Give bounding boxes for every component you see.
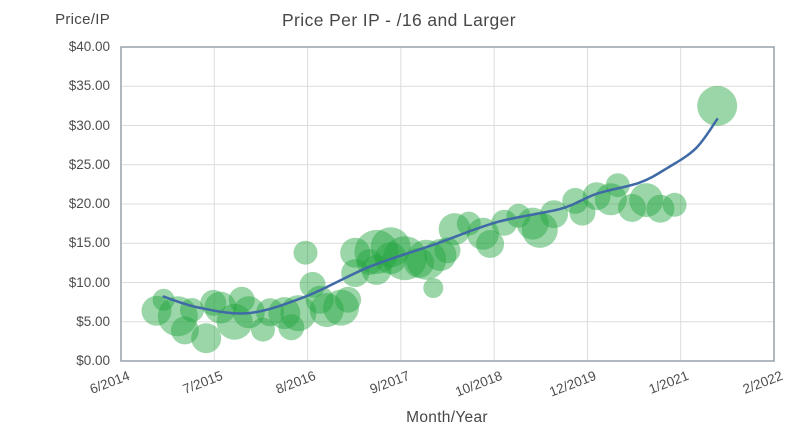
bubble: [582, 182, 611, 211]
bubble: [540, 200, 568, 229]
bubble: [491, 209, 518, 236]
x-axis-title: Month/Year: [406, 409, 488, 426]
bubble: [424, 239, 457, 271]
bubble: [141, 295, 172, 326]
bubble: [309, 293, 344, 327]
bubble: [170, 316, 199, 345]
y-tick-label: $10.00: [68, 274, 110, 290]
bubble: [629, 183, 664, 218]
bubble: [404, 247, 435, 278]
bubble: [152, 288, 175, 311]
bubble: [280, 295, 317, 332]
y-tick-label: $35.00: [68, 78, 110, 94]
bubble: [646, 194, 675, 223]
bubble: [268, 297, 301, 330]
bubble: [340, 237, 371, 268]
chart-title: Price Per IP - /16 and Larger: [281, 10, 517, 30]
y-tick-label: $5.00: [76, 313, 110, 329]
bubble: [569, 199, 596, 226]
bubble: [204, 291, 237, 324]
bubble: [370, 227, 411, 268]
bubble: [228, 286, 255, 313]
bubble: [335, 286, 362, 313]
plot-border: [120, 46, 775, 362]
bubble: [423, 278, 444, 298]
bubble: [476, 230, 505, 258]
y-tick-label: $15.00: [68, 235, 110, 251]
bubble: [293, 240, 318, 265]
y-tick-label: $40.00: [68, 39, 110, 54]
bubble: [618, 193, 646, 222]
bubble: [323, 289, 359, 326]
y-axis-title: Price/IP: [55, 11, 110, 28]
trend-line: [162, 117, 719, 315]
bubble: [697, 85, 738, 126]
y-tick-label: $20.00: [68, 196, 110, 211]
bubble: [438, 213, 471, 246]
bubble: [605, 173, 630, 198]
bubble: [662, 192, 687, 217]
bubble: [434, 237, 461, 264]
bubble: [191, 323, 222, 354]
bubble: [506, 203, 531, 228]
bubble: [278, 314, 305, 341]
bubble: [157, 296, 198, 337]
bubble: [382, 236, 427, 281]
bubble: [354, 229, 399, 274]
bubble: [521, 211, 558, 248]
y-tick-label: $25.00: [68, 156, 110, 172]
y-tick-label: $30.00: [68, 117, 110, 133]
y-tick-label: $0.00: [76, 353, 110, 368]
bubble: [251, 317, 275, 342]
bubble: [467, 217, 499, 250]
